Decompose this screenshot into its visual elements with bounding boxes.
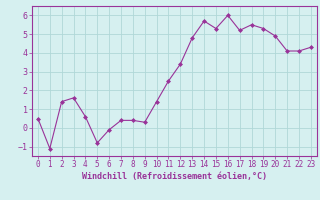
X-axis label: Windchill (Refroidissement éolien,°C): Windchill (Refroidissement éolien,°C)	[82, 172, 267, 181]
